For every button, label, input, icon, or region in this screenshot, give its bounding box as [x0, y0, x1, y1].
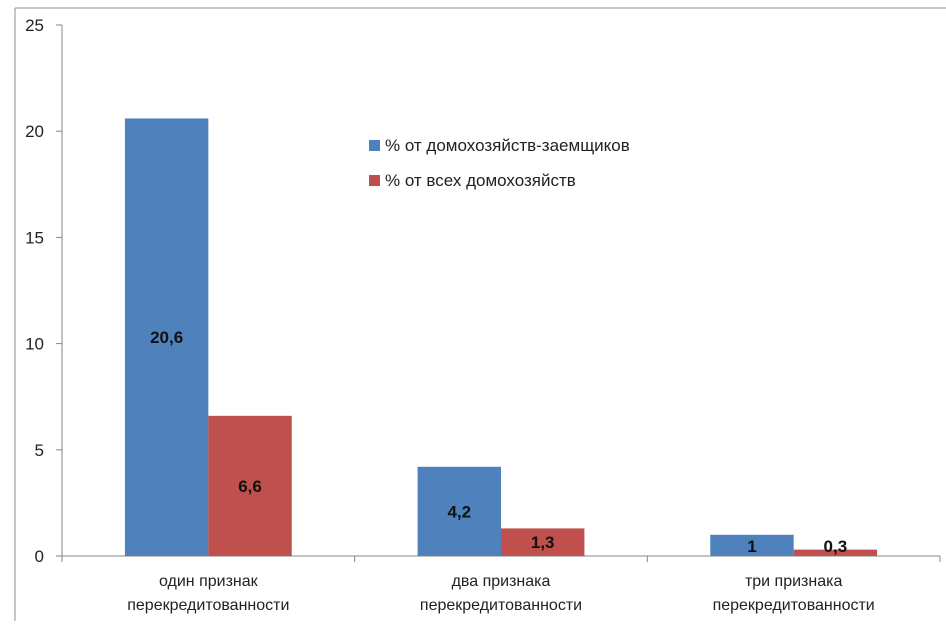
bar — [501, 528, 585, 556]
data-label: 0,3 — [824, 537, 848, 556]
y-tick-label: 5 — [35, 441, 44, 460]
x-category-label: перекредитованности — [713, 597, 875, 614]
y-tick-label: 25 — [25, 16, 44, 35]
x-category-label: перекредитованности — [127, 597, 289, 614]
x-category-label: три признака — [745, 573, 843, 590]
y-tick-label: 20 — [25, 122, 44, 141]
x-category-label: перекредитованности — [420, 597, 582, 614]
bar — [710, 534, 794, 556]
data-label: 4,2 — [447, 502, 471, 521]
bar — [417, 466, 501, 556]
legend-label: % от домохозяйств-заемщиков — [385, 136, 630, 155]
data-label: 1,3 — [531, 533, 555, 552]
y-tick-label: 10 — [25, 335, 44, 354]
x-category-label: два признака — [452, 573, 551, 590]
y-tick-label: 15 — [25, 228, 44, 247]
data-label: 6,6 — [238, 477, 262, 496]
x-category-label: один признак — [159, 573, 259, 590]
data-label: 1 — [747, 537, 756, 556]
legend-label: % от всех домохозяйств — [385, 171, 576, 190]
y-tick-label: 0 — [35, 547, 44, 566]
bar — [793, 549, 878, 556]
legend-swatch — [369, 175, 380, 186]
bar — [124, 118, 209, 557]
legend-swatch — [369, 140, 380, 151]
bar — [208, 415, 292, 556]
data-label: 20,6 — [150, 328, 183, 347]
